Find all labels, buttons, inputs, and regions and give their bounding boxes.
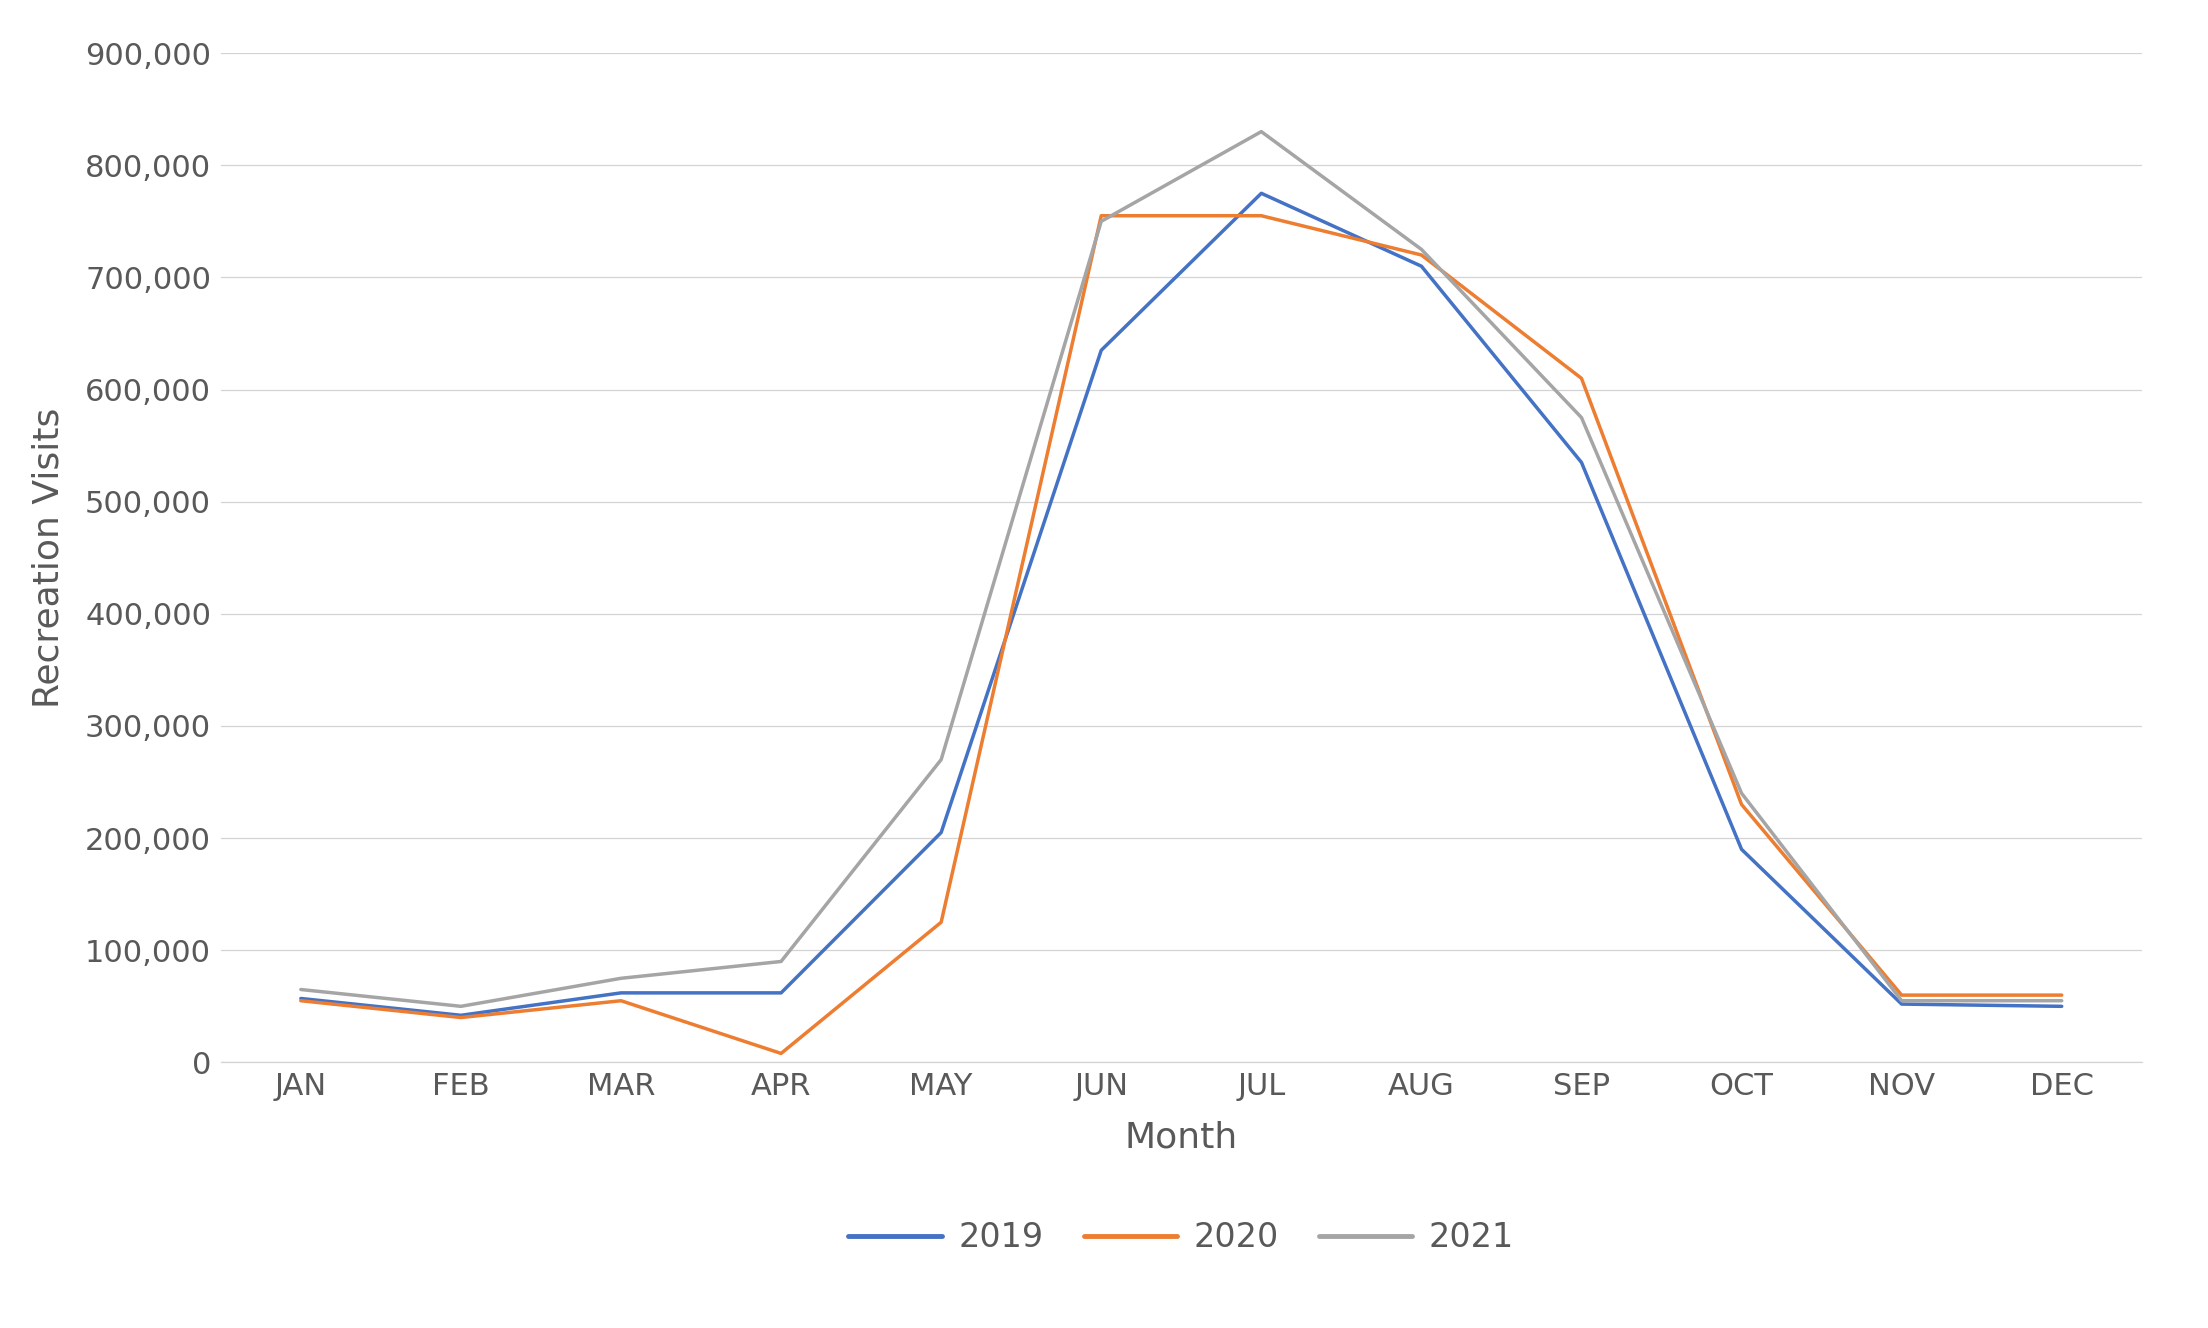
2020 (1089, 207, 1115, 223)
2020 (1409, 247, 1435, 263)
2019 (607, 985, 634, 1001)
2021 (1248, 124, 1274, 139)
2019 (448, 1008, 475, 1024)
2020 (768, 1045, 795, 1061)
2019 (1729, 842, 1755, 858)
2019 (1409, 258, 1435, 274)
Line: 2019: 2019 (300, 194, 2062, 1016)
2019 (1248, 186, 1274, 202)
2020 (1568, 371, 1594, 386)
2019 (1888, 996, 1914, 1012)
2020 (448, 1009, 475, 1025)
2021 (1089, 214, 1115, 230)
2019 (287, 991, 314, 1007)
Legend: 2019, 2020, 2021: 2019, 2020, 2021 (835, 1208, 1528, 1268)
2021 (1729, 785, 1755, 801)
2019 (1089, 343, 1115, 359)
Y-axis label: Recreation Visits: Recreation Visits (31, 408, 66, 708)
2020 (607, 993, 634, 1009)
2021 (1888, 993, 1914, 1009)
2020 (1888, 987, 1914, 1003)
2021 (768, 954, 795, 969)
2021 (287, 981, 314, 997)
2021 (448, 999, 475, 1015)
2019 (927, 825, 954, 841)
2021 (1568, 409, 1594, 425)
2020 (2049, 987, 2076, 1003)
Line: 2020: 2020 (300, 215, 2062, 1053)
2020 (287, 993, 314, 1009)
2019 (1568, 454, 1594, 470)
2019 (768, 985, 795, 1001)
2021 (2049, 993, 2076, 1009)
2020 (927, 914, 954, 930)
2021 (1409, 242, 1435, 258)
2021 (927, 752, 954, 768)
2019 (2049, 999, 2076, 1015)
2020 (1729, 797, 1755, 813)
X-axis label: Month: Month (1124, 1121, 1239, 1154)
Line: 2021: 2021 (300, 131, 2062, 1007)
2021 (607, 971, 634, 987)
2020 (1248, 207, 1274, 223)
